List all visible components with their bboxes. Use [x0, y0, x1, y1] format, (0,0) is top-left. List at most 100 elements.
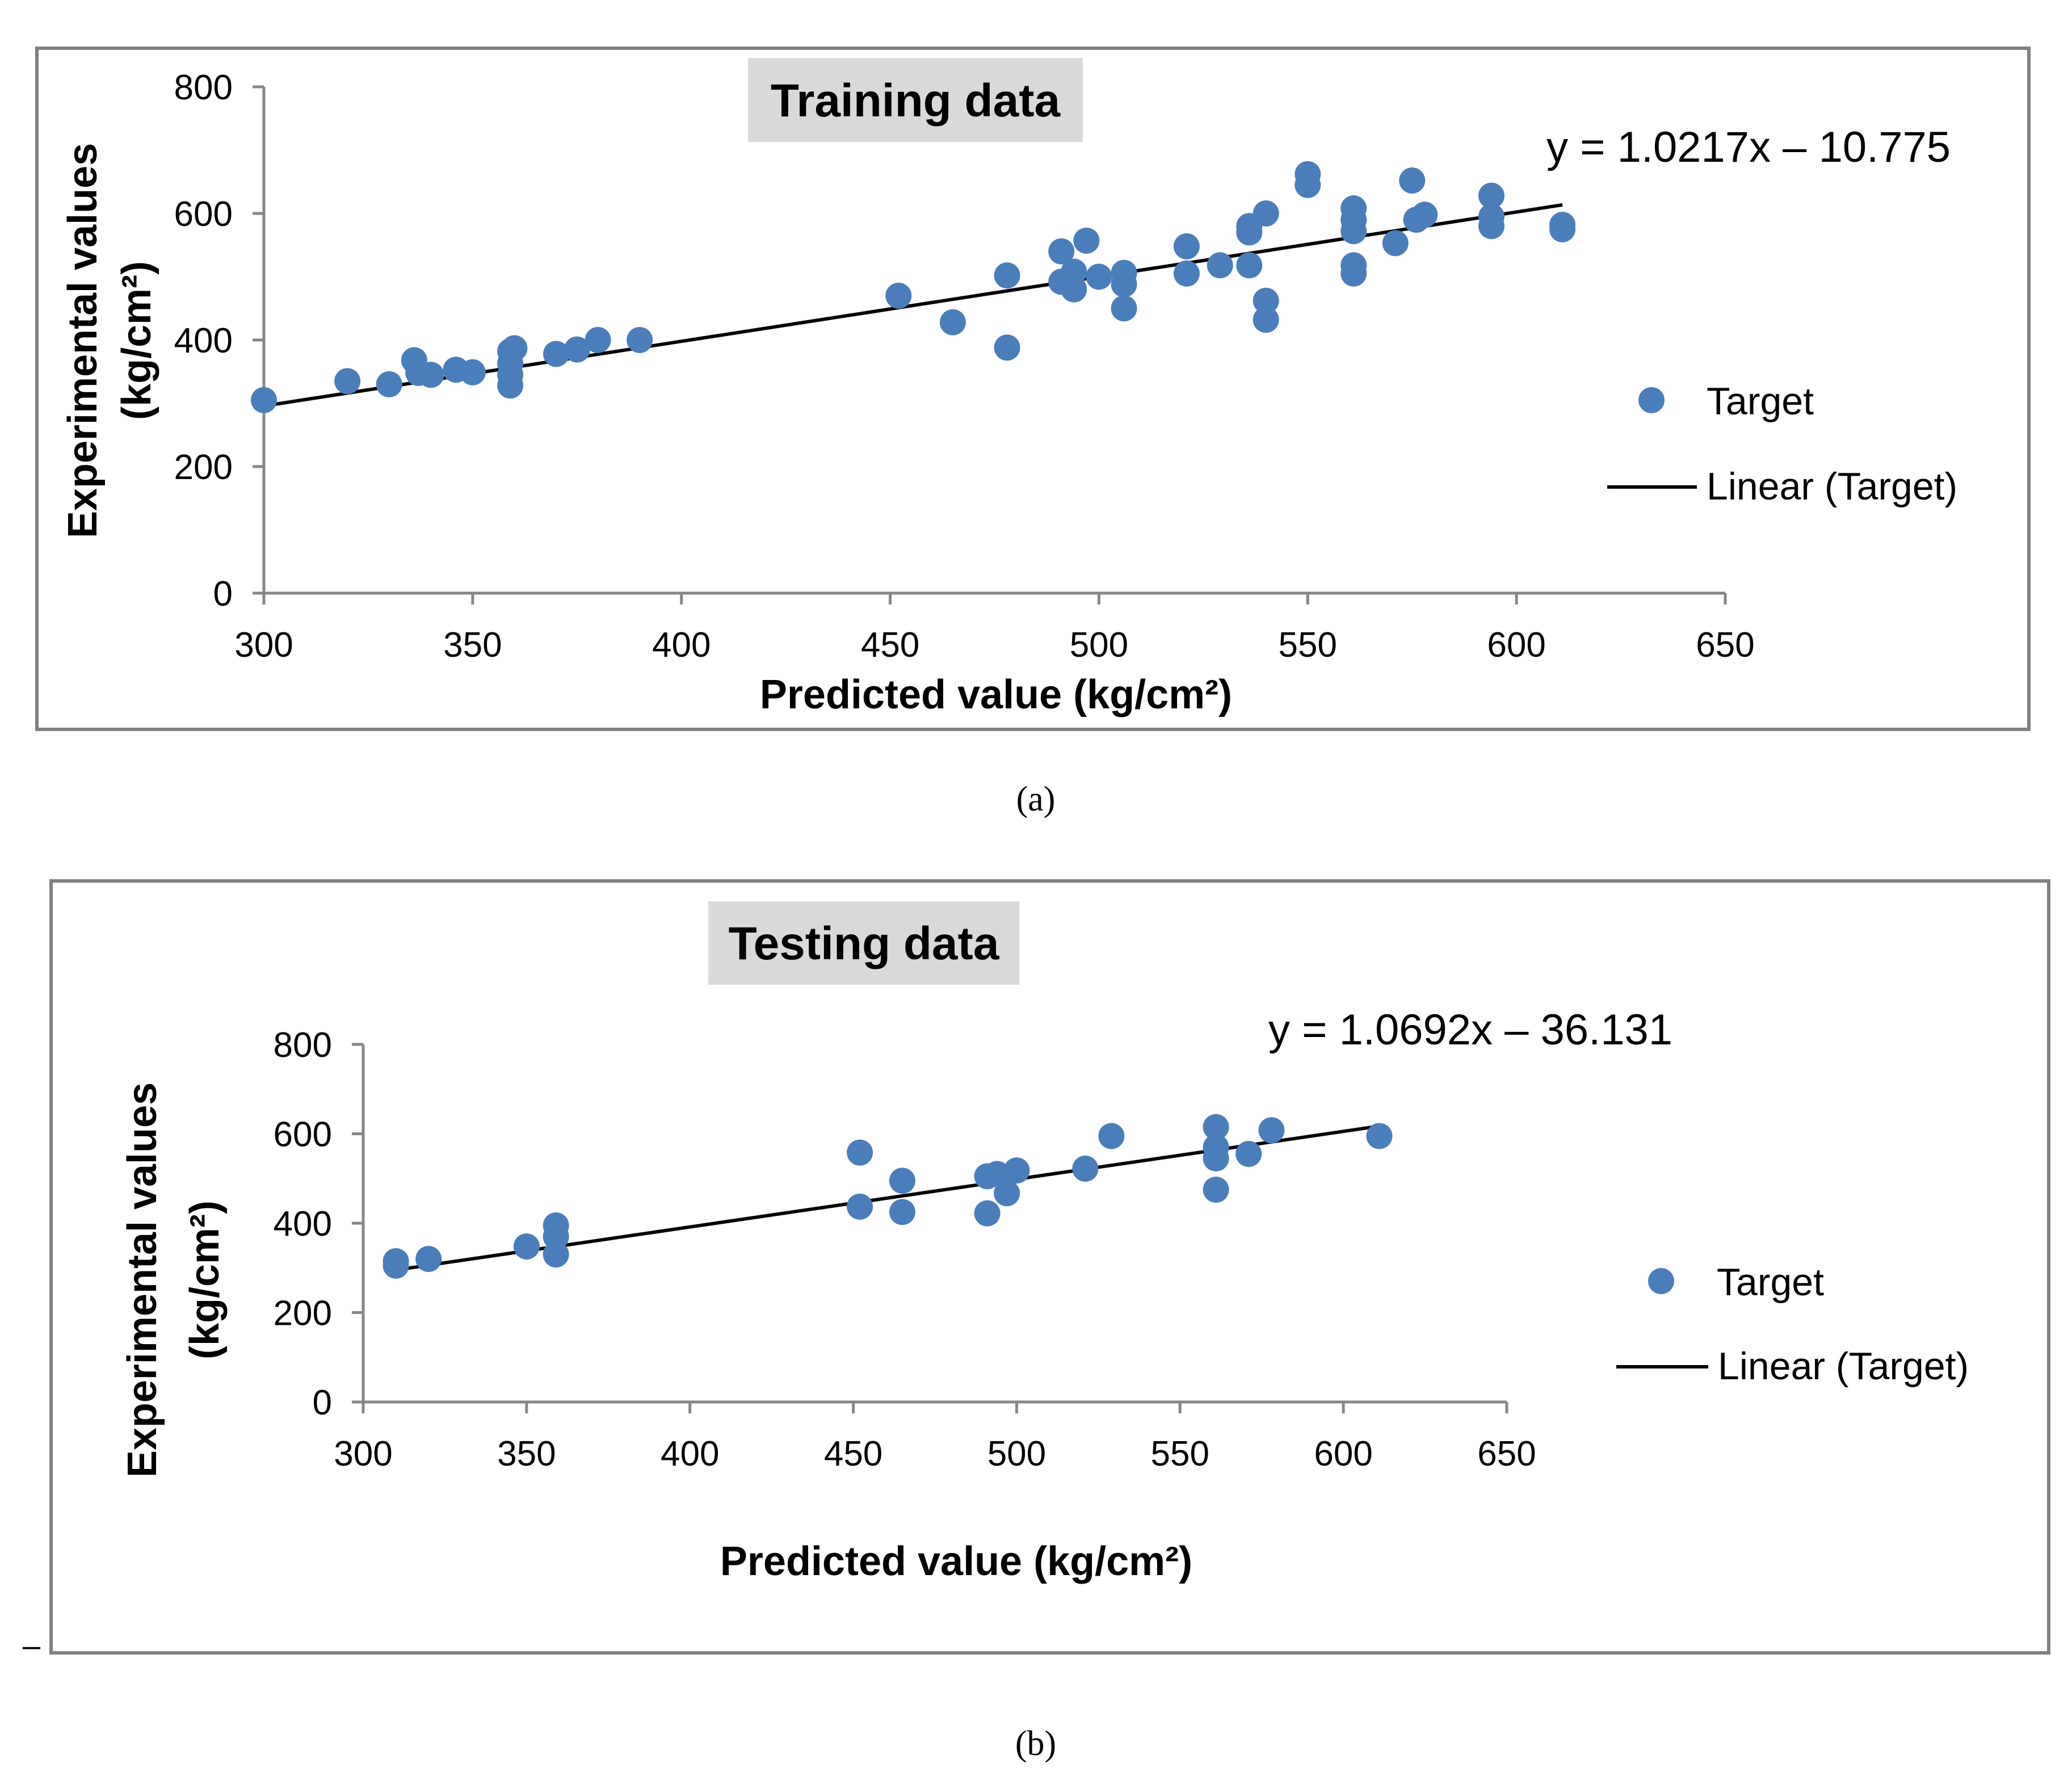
y-tick-label: 200	[174, 448, 233, 487]
data-point	[939, 309, 966, 335]
y-tick-label: 0	[213, 574, 233, 614]
x-tick-label: 400	[661, 1434, 719, 1473]
x-tick-label: 550	[1151, 1434, 1209, 1473]
x-tick-label: 500	[1070, 625, 1128, 665]
data-point	[1236, 219, 1263, 246]
data-point	[383, 1252, 409, 1279]
title-background	[708, 901, 1019, 985]
data-point	[501, 335, 528, 362]
data-point	[543, 1241, 569, 1268]
data-point	[1111, 271, 1137, 297]
data-point	[1173, 233, 1200, 259]
y-axis-label-line2: (kg/cm²)	[114, 261, 159, 420]
data-point	[889, 1168, 915, 1194]
y-axis-label: Experimental values (kg/cm²)	[60, 143, 159, 538]
y-tick-label: 0	[313, 1383, 332, 1422]
trendline-equation: y = 1.0217x – 10.775	[1546, 123, 1951, 171]
data-point	[376, 371, 402, 398]
data-point	[1111, 295, 1137, 322]
data-point	[513, 1233, 540, 1260]
y-tick-label: 200	[274, 1294, 332, 1333]
data-point	[1207, 252, 1233, 279]
chart-title: Training data	[771, 75, 1061, 127]
data-point	[1173, 260, 1200, 287]
y-tick-label: 400	[274, 1204, 332, 1244]
data-point	[974, 1200, 1001, 1227]
y-tick-label: 400	[174, 321, 233, 360]
data-point	[1098, 1123, 1125, 1149]
x-tick-label: 350	[443, 625, 502, 665]
data-point	[847, 1193, 873, 1220]
x-tick-label: 650	[1696, 625, 1754, 665]
data-point	[543, 1223, 569, 1250]
data-points	[251, 161, 1576, 413]
legend: Target Linear (Target)	[1616, 1261, 1969, 1388]
y-axis-label: Experimental values (kg/cm²)	[120, 1082, 228, 1477]
x-tick-label: 300	[234, 625, 293, 665]
data-point	[415, 1246, 442, 1272]
x-tick-label: 450	[824, 1434, 882, 1473]
legend: Target Linear (Target)	[1607, 380, 1957, 508]
data-point	[1411, 201, 1438, 228]
testing-chart: Testing data Experimental values (kg/cm²…	[49, 879, 2050, 1655]
data-point	[497, 372, 524, 399]
data-point	[1253, 200, 1279, 226]
data-point	[543, 341, 569, 367]
data-point	[1340, 260, 1367, 287]
data-point	[1048, 238, 1075, 265]
axes	[253, 85, 1727, 604]
data-point	[994, 262, 1020, 289]
x-tick-label: 450	[861, 625, 919, 665]
data-point	[984, 1161, 1010, 1187]
data-point	[1340, 218, 1367, 245]
title-background	[748, 58, 1083, 142]
x-tick-label: 550	[1279, 625, 1337, 665]
training-chart: Training data Experimental values (kg/cm…	[35, 47, 2031, 731]
data-point	[585, 327, 611, 353]
axes	[352, 1043, 1508, 1413]
y-axis-label-line1: Experimental values	[60, 143, 106, 538]
legend-marker-icon	[1638, 387, 1665, 413]
stray-dash: –	[23, 1627, 41, 1663]
data-point	[1203, 1176, 1229, 1203]
data-point	[564, 336, 590, 363]
x-tick-label: 500	[987, 1434, 1046, 1473]
data-point	[1549, 216, 1576, 242]
legend-line-label: Linear (Target)	[1718, 1345, 1969, 1388]
y-axis-label-line1: Experimental values	[120, 1082, 165, 1477]
x-axis-label: Predicted value (kg/cm²)	[760, 672, 1232, 717]
data-point	[885, 282, 912, 309]
data-point	[889, 1199, 915, 1225]
caption-a: (a)	[1016, 780, 1056, 818]
tick-labels: 300 350 400 450 500 550 600 650 0 200 400 600 800	[274, 1026, 1536, 1473]
data-point	[1061, 276, 1087, 303]
y-tick-label: 800	[274, 1026, 332, 1065]
data-point	[1203, 1114, 1229, 1140]
data-point	[1235, 1140, 1262, 1167]
x-tick-label: 350	[497, 1434, 556, 1473]
data-point	[1072, 1155, 1099, 1182]
legend-marker-label: Target	[1707, 380, 1814, 423]
data-point	[627, 327, 653, 353]
legend-marker-label: Target	[1717, 1261, 1824, 1304]
data-point	[1236, 252, 1263, 279]
data-point	[1086, 263, 1112, 290]
x-tick-label: 300	[334, 1434, 392, 1473]
x-tick-label: 400	[652, 625, 711, 665]
data-point	[1203, 1145, 1229, 1172]
data-point	[1253, 307, 1279, 333]
data-points	[383, 1114, 1393, 1279]
data-point	[1478, 182, 1504, 209]
y-tick-label: 600	[174, 195, 233, 234]
data-point	[847, 1139, 873, 1166]
data-point	[1366, 1123, 1393, 1149]
data-point	[1073, 227, 1100, 254]
data-point	[459, 359, 486, 385]
data-point	[994, 334, 1020, 361]
legend-line-label: Linear (Target)	[1707, 465, 1957, 508]
caption-b: (b)	[1015, 1724, 1056, 1763]
data-point	[251, 387, 277, 413]
y-tick-label: 800	[174, 68, 233, 107]
data-point	[1258, 1117, 1285, 1144]
